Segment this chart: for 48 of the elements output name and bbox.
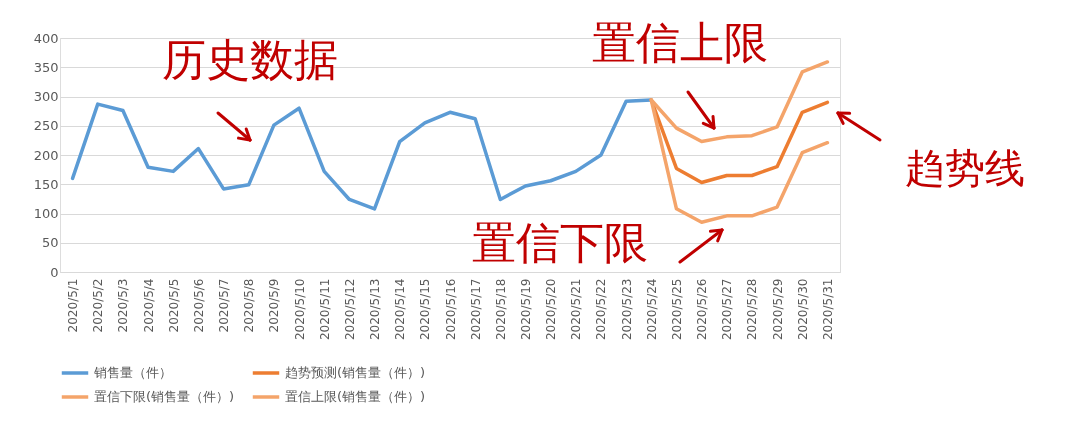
x-tick-label: 2020/5/31 [820,278,835,341]
x-tick-label: 2020/5/18 [493,278,508,341]
x-tick-label: 2020/5/6 [191,278,206,333]
x-tick-label: 2020/5/24 [644,278,659,341]
x-tick-label: 2020/5/19 [518,278,533,341]
x-tick-label: 2020/5/10 [292,278,307,341]
x-tick-label: 2020/5/21 [569,278,584,341]
x-tick-label: 2020/5/7 [217,278,232,333]
y-tick-label: 0 [50,264,59,280]
legend-label: 销售量（件） [93,365,172,380]
x-tick-label: 2020/5/22 [594,278,609,341]
x-tick-label: 2020/5/3 [116,278,131,333]
x-tick-label: 2020/5/16 [443,278,458,341]
y-tick-label: 350 [33,59,59,75]
legend-label: 趋势预测(销售量（件）) [285,365,426,380]
legend-label: 置信上限(销售量（件）) [285,389,426,404]
x-tick-label: 2020/5/11 [317,278,332,341]
x-tick-label: 2020/5/20 [544,278,559,341]
x-tick-label: 2020/5/13 [368,278,383,341]
x-tick-label: 2020/5/28 [745,278,760,341]
x-tick-label: 2020/5/23 [619,278,634,341]
y-tick-label: 300 [33,89,59,104]
x-tick-label: 2020/5/27 [720,278,735,341]
legend-label: 置信下限(销售量（件）) [94,389,235,404]
y-tick-label: 100 [33,206,59,221]
x-tick-label: 2020/5/1 [66,278,81,333]
x-tick-label: 2020/5/25 [669,278,684,341]
y-tick-label: 200 [33,147,59,163]
y-tick-label: 400 [33,30,59,46]
x-tick-label: 2020/5/29 [770,278,785,341]
y-tick-label: 150 [33,176,59,192]
x-tick-label: 2020/5/8 [242,278,257,333]
annotation: 置信上限 [592,17,768,68]
annotation: 置信下限 [472,217,648,268]
x-tick-label: 2020/5/30 [795,278,810,341]
y-tick-label: 50 [41,235,59,251]
x-tick-label: 2020/5/5 [166,278,181,333]
x-tick-label: 2020/5/15 [418,278,433,341]
x-tick-label: 2020/5/4 [141,278,156,333]
text: 趋势线 [905,145,1025,191]
x-tick-label: 2020/5/12 [342,278,357,341]
x-tick-label: 2020/5/9 [267,278,282,333]
x-tick-label: 2020/5/14 [393,278,408,341]
y-tick-label: 250 [33,118,59,134]
annotation: 历史数据 [162,34,338,85]
x-tick-label: 2020/5/26 [695,278,710,341]
x-tick-label: 2020/5/17 [468,278,483,341]
x-tick-label: 2020/5/2 [91,278,106,333]
